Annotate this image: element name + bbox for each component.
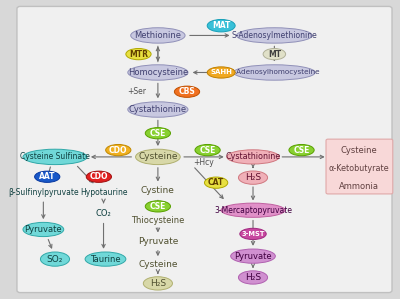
Text: Methionine: Methionine — [134, 31, 181, 40]
Ellipse shape — [207, 67, 235, 78]
Ellipse shape — [195, 144, 220, 156]
Text: CSE: CSE — [150, 129, 166, 138]
Text: CDO: CDO — [109, 146, 128, 155]
Ellipse shape — [131, 28, 185, 43]
Ellipse shape — [143, 277, 172, 290]
Ellipse shape — [106, 144, 131, 156]
Ellipse shape — [231, 249, 275, 263]
Text: MAT: MAT — [212, 21, 230, 30]
Text: α-Ketobutyrate: α-Ketobutyrate — [329, 164, 389, 173]
Ellipse shape — [174, 86, 200, 97]
Ellipse shape — [240, 228, 266, 239]
Text: CBS: CBS — [179, 87, 195, 96]
Ellipse shape — [204, 177, 228, 188]
Text: S-Adenosylmethionine: S-Adenosylmethionine — [232, 31, 317, 40]
Ellipse shape — [23, 149, 87, 165]
Text: Cysteine: Cysteine — [138, 152, 178, 161]
Text: Cysteine Sulfinate: Cysteine Sulfinate — [20, 152, 90, 161]
Ellipse shape — [128, 102, 188, 117]
Text: AAT: AAT — [39, 172, 56, 181]
Text: H₂S: H₂S — [245, 173, 261, 182]
Text: Thiocysteine: Thiocysteine — [131, 216, 184, 225]
Text: H₂S: H₂S — [245, 273, 261, 282]
Ellipse shape — [86, 171, 112, 182]
Text: Taurine: Taurine — [90, 255, 121, 264]
Text: β-Sulfinylpyruvate: β-Sulfinylpyruvate — [8, 188, 79, 197]
Text: Hypotaurine: Hypotaurine — [80, 188, 127, 197]
Text: Homocysteine: Homocysteine — [128, 68, 188, 77]
Ellipse shape — [145, 128, 170, 139]
Text: +Hcy: +Hcy — [193, 158, 214, 167]
Text: CAT: CAT — [208, 178, 224, 187]
Ellipse shape — [236, 28, 312, 43]
Text: Ammonia: Ammonia — [339, 182, 379, 191]
Text: MT: MT — [268, 50, 281, 59]
Ellipse shape — [263, 48, 286, 60]
Text: H₂S: H₂S — [150, 279, 166, 288]
Text: Cystathionine: Cystathionine — [129, 105, 187, 114]
Text: Cysteine: Cysteine — [138, 260, 178, 269]
Text: S-Adenosylhomocysteine: S-Adenosylhomocysteine — [229, 69, 320, 75]
Ellipse shape — [126, 48, 151, 60]
Ellipse shape — [128, 65, 188, 80]
Ellipse shape — [207, 19, 235, 32]
Text: SAHH: SAHH — [210, 69, 232, 75]
FancyBboxPatch shape — [326, 139, 393, 194]
Ellipse shape — [136, 149, 180, 165]
Text: Pyruvate: Pyruvate — [24, 225, 62, 234]
Text: MTR: MTR — [129, 50, 148, 59]
Ellipse shape — [234, 65, 315, 80]
Ellipse shape — [238, 271, 268, 284]
Ellipse shape — [85, 252, 126, 266]
Ellipse shape — [35, 171, 60, 182]
Text: +Ser: +Ser — [127, 87, 146, 96]
Ellipse shape — [227, 150, 279, 164]
Text: CO₂: CO₂ — [96, 209, 112, 218]
Ellipse shape — [145, 201, 170, 212]
Text: SO₂: SO₂ — [47, 255, 63, 264]
Text: Cystathionine: Cystathionine — [225, 152, 281, 161]
Text: CSE: CSE — [293, 146, 310, 155]
Ellipse shape — [23, 222, 64, 237]
Ellipse shape — [221, 203, 285, 217]
Text: Cystine: Cystine — [141, 187, 175, 196]
Text: Pyruvate: Pyruvate — [234, 252, 272, 261]
Text: CDO: CDO — [90, 172, 108, 181]
Text: Cysteine: Cysteine — [341, 146, 377, 155]
Text: 3-Mercaptopyruvate: 3-Mercaptopyruvate — [214, 206, 292, 215]
Text: Pyruvate: Pyruvate — [138, 237, 178, 246]
Ellipse shape — [238, 171, 268, 184]
Text: CSE: CSE — [199, 146, 216, 155]
Ellipse shape — [289, 144, 314, 156]
FancyBboxPatch shape — [17, 6, 392, 293]
Ellipse shape — [40, 252, 70, 266]
Text: CSE: CSE — [150, 202, 166, 211]
Text: 3-MST: 3-MST — [241, 231, 265, 237]
